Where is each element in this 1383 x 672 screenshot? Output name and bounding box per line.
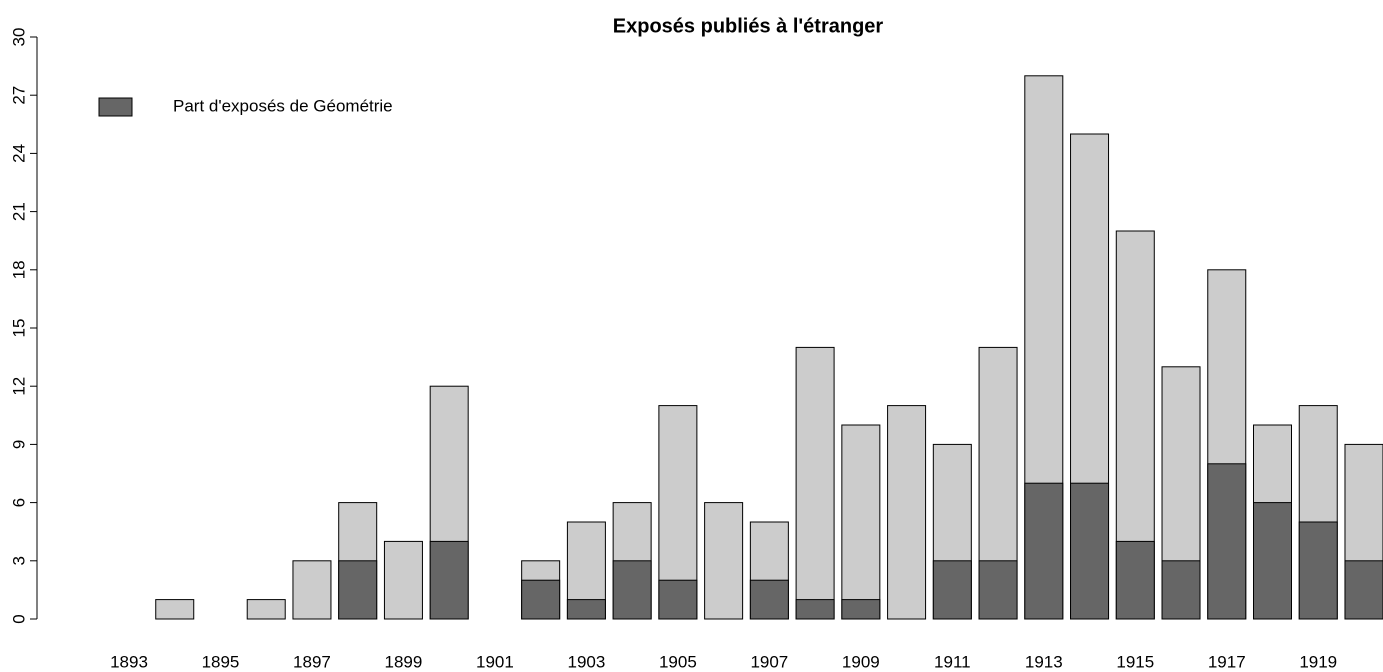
- y-tick-label: 21: [9, 202, 28, 221]
- x-tick-label: 1899: [385, 652, 423, 671]
- y-tick-label: 24: [9, 144, 28, 163]
- bar: [155, 599, 195, 620]
- bar: [1161, 560, 1201, 620]
- bar: [932, 560, 972, 620]
- bar: [1344, 560, 1383, 620]
- bar: [612, 560, 652, 620]
- x-tick-label: 1893: [110, 652, 148, 671]
- y-tick-label: 12: [9, 377, 28, 396]
- x-tick-label: 1913: [1025, 652, 1063, 671]
- x-tick-label: 1919: [1299, 652, 1337, 671]
- bar: [795, 599, 835, 620]
- y-tick-label: 30: [9, 28, 28, 47]
- x-tick-label: 1915: [1116, 652, 1154, 671]
- bar: [841, 424, 881, 620]
- y-tick-label: 18: [9, 260, 28, 279]
- bar: [841, 599, 881, 620]
- bar: [795, 346, 835, 620]
- bar: [704, 502, 744, 620]
- bar: [383, 540, 423, 620]
- x-tick-label: 1905: [659, 652, 697, 671]
- x-tick-label: 1903: [567, 652, 605, 671]
- bar: [292, 560, 332, 620]
- bar: [1298, 521, 1338, 620]
- bar: [429, 540, 469, 620]
- x-tick-label: 1897: [293, 652, 331, 671]
- bar: [521, 579, 561, 620]
- bar: [658, 579, 698, 620]
- bar: [1253, 502, 1292, 620]
- chart-title: Exposés publiés à l'étranger: [613, 15, 884, 37]
- x-tick-label: 1895: [202, 652, 240, 671]
- bar: [887, 405, 927, 620]
- x-tick-label: 1917: [1208, 652, 1246, 671]
- bar: [749, 579, 789, 620]
- bar: [566, 599, 606, 620]
- y-tick-label: 3: [9, 556, 28, 565]
- x-tick-label: 1901: [476, 652, 514, 671]
- bar: [978, 560, 1018, 620]
- bar: [1070, 482, 1110, 620]
- y-tick-label: 9: [9, 440, 28, 449]
- legend-swatch: [98, 97, 133, 117]
- x-tick-label: 1911: [934, 652, 971, 671]
- bar: [1024, 482, 1064, 620]
- bar: [246, 599, 286, 620]
- x-tick-label: 1909: [842, 652, 880, 671]
- bar: [338, 560, 378, 620]
- legend-label: Part d'exposés de Géométrie: [173, 96, 393, 115]
- y-tick-label: 0: [9, 614, 28, 623]
- y-tick-label: 6: [9, 498, 28, 507]
- bar: [1207, 463, 1247, 620]
- bar: [1115, 540, 1155, 620]
- y-tick-label: 27: [9, 86, 28, 105]
- y-tick-label: 15: [9, 319, 28, 338]
- x-tick-label: 1907: [750, 652, 788, 671]
